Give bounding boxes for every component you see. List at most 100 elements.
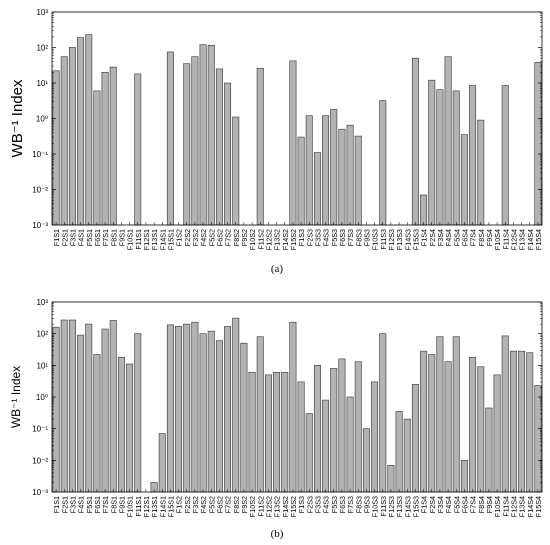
x-tick-label: F2S3 bbox=[305, 229, 314, 246]
x-tick-label: F2S2 bbox=[183, 496, 192, 513]
bar-F10S3 bbox=[371, 381, 379, 493]
x-tick-label: F14S1 bbox=[158, 229, 167, 250]
x-tick-label: F10S1 bbox=[126, 229, 135, 250]
bar-F9S1 bbox=[117, 356, 125, 493]
x-tick-label: F9S3 bbox=[362, 496, 371, 513]
x-tick-label: F7S3 bbox=[346, 496, 355, 513]
bar-F2S4 bbox=[428, 79, 436, 226]
x-tick-label: F12S3 bbox=[387, 496, 396, 517]
bar-F4S2 bbox=[199, 44, 207, 226]
panel-label: (a) bbox=[271, 263, 284, 275]
x-tick-label: F4S3 bbox=[322, 496, 331, 513]
x-tick-label: F10S2 bbox=[248, 496, 257, 517]
bar-F4S3 bbox=[322, 399, 330, 493]
bar-F9S4 bbox=[485, 407, 493, 493]
bar-F14S1 bbox=[158, 433, 166, 493]
x-tick-label: F1S3 bbox=[297, 496, 306, 513]
bar-F6S4 bbox=[460, 134, 468, 226]
x-tick-label: F13S1 bbox=[150, 229, 159, 250]
x-tick-label: F4S2 bbox=[199, 229, 208, 246]
x-tick-label: F14S3 bbox=[403, 496, 412, 517]
x-tick-label: F6S4 bbox=[460, 229, 469, 246]
bar-F4S1 bbox=[77, 37, 85, 226]
x-tick-label: F1S1 bbox=[52, 496, 61, 513]
bar-F11S3 bbox=[379, 100, 387, 226]
bar-F3S2 bbox=[191, 56, 199, 226]
x-tick-label: F5S1 bbox=[85, 229, 94, 246]
x-tick-label: F10S2 bbox=[248, 229, 257, 250]
bar-F9S2 bbox=[240, 342, 248, 493]
x-tick-label: F6S2 bbox=[215, 229, 224, 246]
bar-F8S1 bbox=[109, 320, 117, 493]
x-tick-label: F8S4 bbox=[477, 229, 486, 246]
x-tick-label: F10S1 bbox=[126, 496, 135, 517]
x-tick-label: F10S3 bbox=[371, 229, 380, 250]
x-tick-label: F9S2 bbox=[240, 229, 249, 246]
x-tick-label: F1S2 bbox=[175, 229, 184, 246]
bar-F7S3 bbox=[346, 124, 354, 226]
x-tick-label: F3S4 bbox=[436, 229, 445, 246]
x-tick-label: F5S4 bbox=[452, 496, 461, 513]
x-tick-label: F2S1 bbox=[60, 229, 69, 246]
bar-F15S1 bbox=[166, 324, 174, 493]
bar-F14S2 bbox=[281, 372, 289, 493]
x-tick-label: F8S1 bbox=[109, 229, 118, 246]
x-tick-label: F15S3 bbox=[411, 229, 420, 250]
x-tick-label: F7S1 bbox=[101, 229, 110, 246]
x-tick-label: F15S4 bbox=[534, 496, 543, 517]
x-tick-label: F11S2 bbox=[256, 496, 265, 517]
x-tick-label: F13S3 bbox=[395, 229, 404, 250]
bar-F1S3 bbox=[297, 136, 305, 226]
bar-F2S1 bbox=[60, 56, 68, 226]
x-tick-label: F6S3 bbox=[338, 229, 347, 246]
panel-label: (b) bbox=[271, 528, 284, 540]
x-tick-label: F12S2 bbox=[264, 229, 273, 250]
x-tick-label: F1S1 bbox=[52, 229, 61, 246]
x-tick-label: F14S4 bbox=[526, 229, 535, 250]
bar-F11S2 bbox=[256, 67, 264, 226]
bar-F4S4 bbox=[444, 56, 452, 226]
x-tick-label: F12S1 bbox=[142, 229, 151, 250]
x-tick-label: F13S2 bbox=[273, 229, 282, 250]
bar-F7S2 bbox=[224, 82, 232, 226]
x-tick-label: F13S2 bbox=[273, 496, 282, 517]
y-tick-label: 10⁻¹ bbox=[32, 150, 48, 159]
bar-F12S4 bbox=[509, 350, 517, 493]
bar-F13S3 bbox=[395, 411, 403, 493]
x-tick-label: F9S1 bbox=[117, 229, 126, 246]
x-tick-label: F3S2 bbox=[191, 496, 200, 513]
x-tick-label: F11S4 bbox=[501, 496, 510, 517]
x-tick-label: F11S3 bbox=[379, 496, 388, 517]
y-axis-label: WB⁻¹ Index bbox=[9, 79, 26, 157]
x-tick-label: F8S2 bbox=[232, 496, 241, 513]
bar-F1S4 bbox=[420, 194, 428, 226]
y-tick-label: 10³ bbox=[36, 8, 48, 17]
x-tick-label: F4S4 bbox=[444, 496, 453, 513]
x-tick-label: F8S3 bbox=[354, 229, 363, 246]
x-tick-label: F4S1 bbox=[77, 496, 86, 513]
x-tick-label: F3S3 bbox=[313, 496, 322, 513]
bar-F6S3 bbox=[338, 358, 346, 493]
x-tick-label: F1S4 bbox=[420, 229, 429, 246]
x-tick-label: F15S1 bbox=[166, 496, 175, 517]
bar-F13S2 bbox=[273, 372, 281, 493]
bar-F3S4 bbox=[436, 336, 444, 493]
y-tick-label: 10¹ bbox=[36, 361, 48, 370]
x-tick-label: F7S2 bbox=[224, 496, 233, 513]
bar-F2S2 bbox=[183, 323, 191, 493]
bar-F8S3 bbox=[354, 361, 362, 493]
x-tick-label: F1S2 bbox=[175, 496, 184, 513]
x-tick-label: F15S2 bbox=[289, 496, 298, 517]
bar-F2S3 bbox=[305, 413, 313, 493]
bar-F9S3 bbox=[362, 428, 370, 493]
bar-F10S1 bbox=[126, 363, 134, 493]
bar-F15S3 bbox=[411, 384, 419, 493]
x-tick-label: F9S4 bbox=[485, 229, 494, 246]
x-tick-label: F12S3 bbox=[387, 229, 396, 250]
bar-F11S2 bbox=[256, 336, 264, 493]
bar-F4S3 bbox=[322, 115, 330, 226]
plot-frame bbox=[51, 11, 543, 226]
x-tick-label: F5S1 bbox=[85, 496, 94, 513]
x-tick-label: F12S1 bbox=[142, 496, 151, 517]
x-tick-label: F2S3 bbox=[305, 496, 314, 513]
